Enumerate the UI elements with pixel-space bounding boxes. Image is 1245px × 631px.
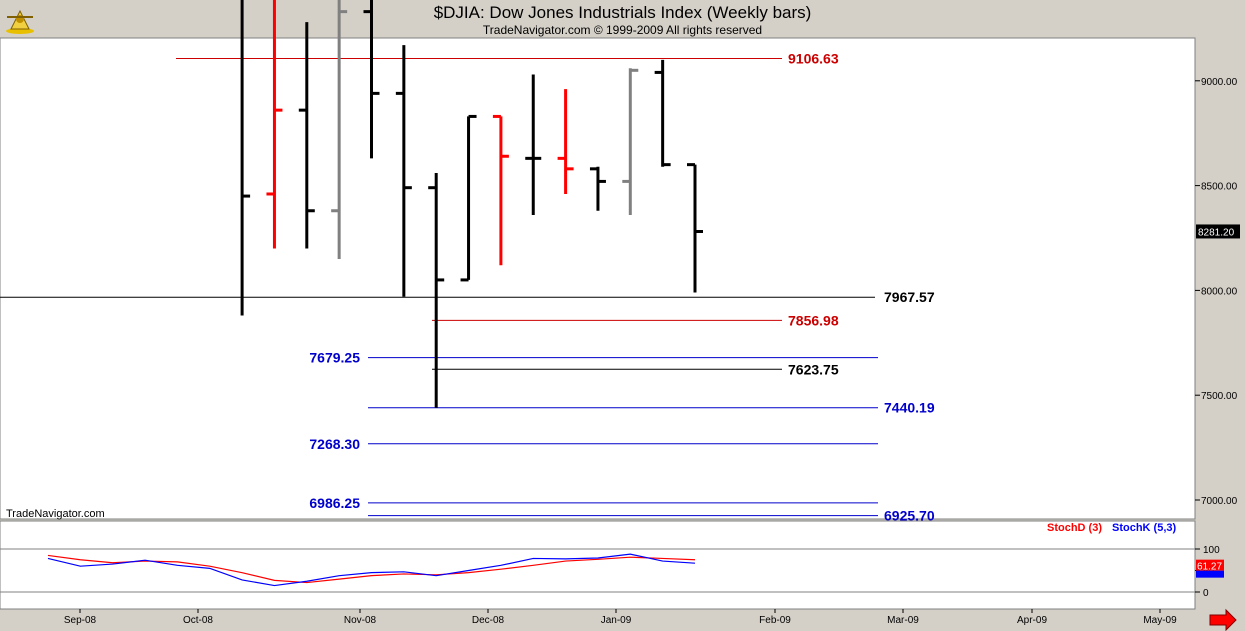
stoch-tick-label: 100 xyxy=(1203,545,1220,556)
date-tick-label: Sep-08 xyxy=(64,615,97,626)
stochk-legend: StochK (5,3) xyxy=(1112,522,1177,534)
last-price-box xyxy=(1196,224,1240,239)
level-label: 7967.57 xyxy=(884,289,935,305)
stoch-d-value-box xyxy=(1196,559,1224,571)
scroll-right-arrow-icon[interactable] xyxy=(1209,608,1237,631)
level-label: 7440.19 xyxy=(884,400,935,416)
level-label: 7679.25 xyxy=(309,350,360,366)
chart-header: $DJIA: Dow Jones Industrials Index (Week… xyxy=(0,0,1245,38)
date-tick-label: Nov-08 xyxy=(344,615,377,626)
date-tick-label: Feb-09 xyxy=(759,615,791,626)
stoch-d-value: 61.27 xyxy=(1197,562,1222,573)
date-tick-label: May-09 xyxy=(1143,615,1177,626)
price-tick-label: 7500.00 xyxy=(1201,391,1238,402)
last-price-label: 8281.20 xyxy=(1198,227,1235,238)
stoch-k-line xyxy=(47,553,696,587)
date-tick-label: Dec-08 xyxy=(472,615,505,626)
level-label: 6986.25 xyxy=(309,495,360,511)
level-label: 7856.98 xyxy=(788,312,839,328)
level-label: 9106.63 xyxy=(788,50,839,66)
date-tick-label: Jan-09 xyxy=(601,615,632,626)
watermark-text: TradeNavigator.com xyxy=(6,508,105,520)
level-label: 6925.70 xyxy=(884,508,935,524)
level-label: 9415.79 xyxy=(788,0,839,2)
trade-navigator-logo-icon xyxy=(3,3,37,40)
price-tick-label: 8000.00 xyxy=(1201,286,1238,297)
level-label: 7623.75 xyxy=(788,361,839,377)
price-tick-label: 8500.00 xyxy=(1201,182,1238,193)
chart-subtitle: TradeNavigator.com © 1999-2009 All right… xyxy=(482,23,763,37)
date-tick-label: Mar-09 xyxy=(887,615,919,626)
price-tick-label: 7000.00 xyxy=(1201,496,1238,507)
price-pane xyxy=(0,37,1196,520)
date-tick-label: Oct-08 xyxy=(183,615,213,626)
stoch-k-value-box xyxy=(1196,570,1224,578)
level-label: 7268.30 xyxy=(309,436,360,452)
date-tick-label: Apr-09 xyxy=(1017,615,1047,626)
stoch-tick-label: 0 xyxy=(1203,588,1209,599)
stochd-legend: StochD (3) xyxy=(1047,522,1102,534)
chart-title: $DJIA: Dow Jones Industrials Index (Week… xyxy=(433,3,812,22)
price-tick-label: 9000.00 xyxy=(1201,77,1238,88)
